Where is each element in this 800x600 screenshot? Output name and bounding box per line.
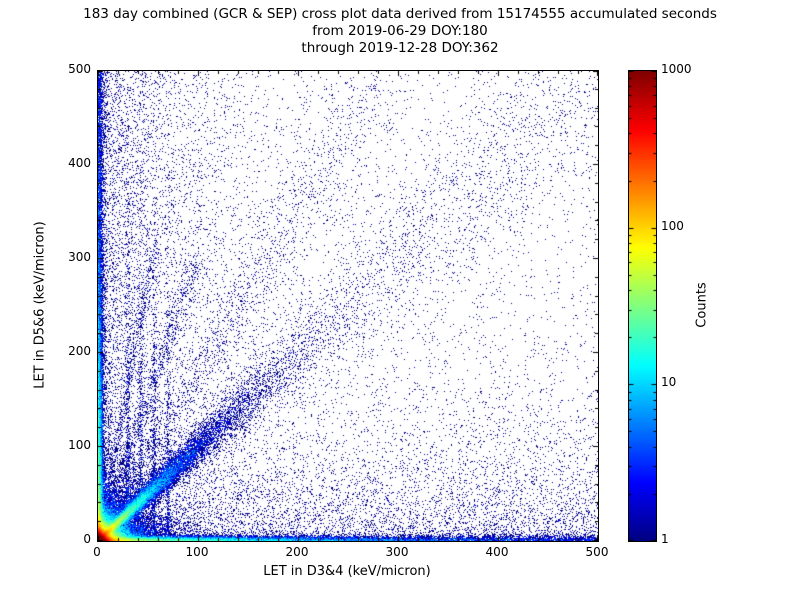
x-tick-label: 400 (485, 545, 509, 559)
chart-title-line-1: 183 day combined (GCR & SEP) cross plot … (83, 6, 717, 22)
x-tick-label: 500 (585, 545, 609, 559)
x-axis-label: LET in D3&4 (keV/micron) (263, 564, 431, 579)
y-tick-label: 400 (68, 156, 91, 170)
x-tick-label: 0 (93, 545, 101, 559)
colorbar-tick-label: 1 (661, 532, 669, 546)
y-tick-label: 500 (68, 62, 91, 76)
y-tick-label: 300 (68, 250, 91, 264)
x-tick-label: 200 (285, 545, 309, 559)
colorbar-label: Counts (694, 282, 710, 328)
y-tick-label: 200 (68, 344, 91, 358)
colorbar (628, 70, 657, 542)
scatter-plot-canvas (97, 70, 599, 542)
y-tick-label: 100 (68, 438, 91, 452)
x-tick-label: 300 (385, 545, 409, 559)
colorbar-tick-label: 100 (661, 218, 684, 233)
y-tick-label: 0 (83, 532, 91, 546)
chart-title-line-2: from 2019-06-29 DOY:180 (312, 23, 488, 39)
x-tick-label: 100 (185, 545, 209, 559)
chart-title-line-3: through 2019-12-28 DOY:362 (301, 40, 499, 56)
colorbar-tick-label: 1000 (661, 62, 692, 76)
y-axis-label: LET in D5&6 (keV/micron) (32, 221, 48, 389)
colorbar-tick-label: 10 (661, 375, 677, 390)
